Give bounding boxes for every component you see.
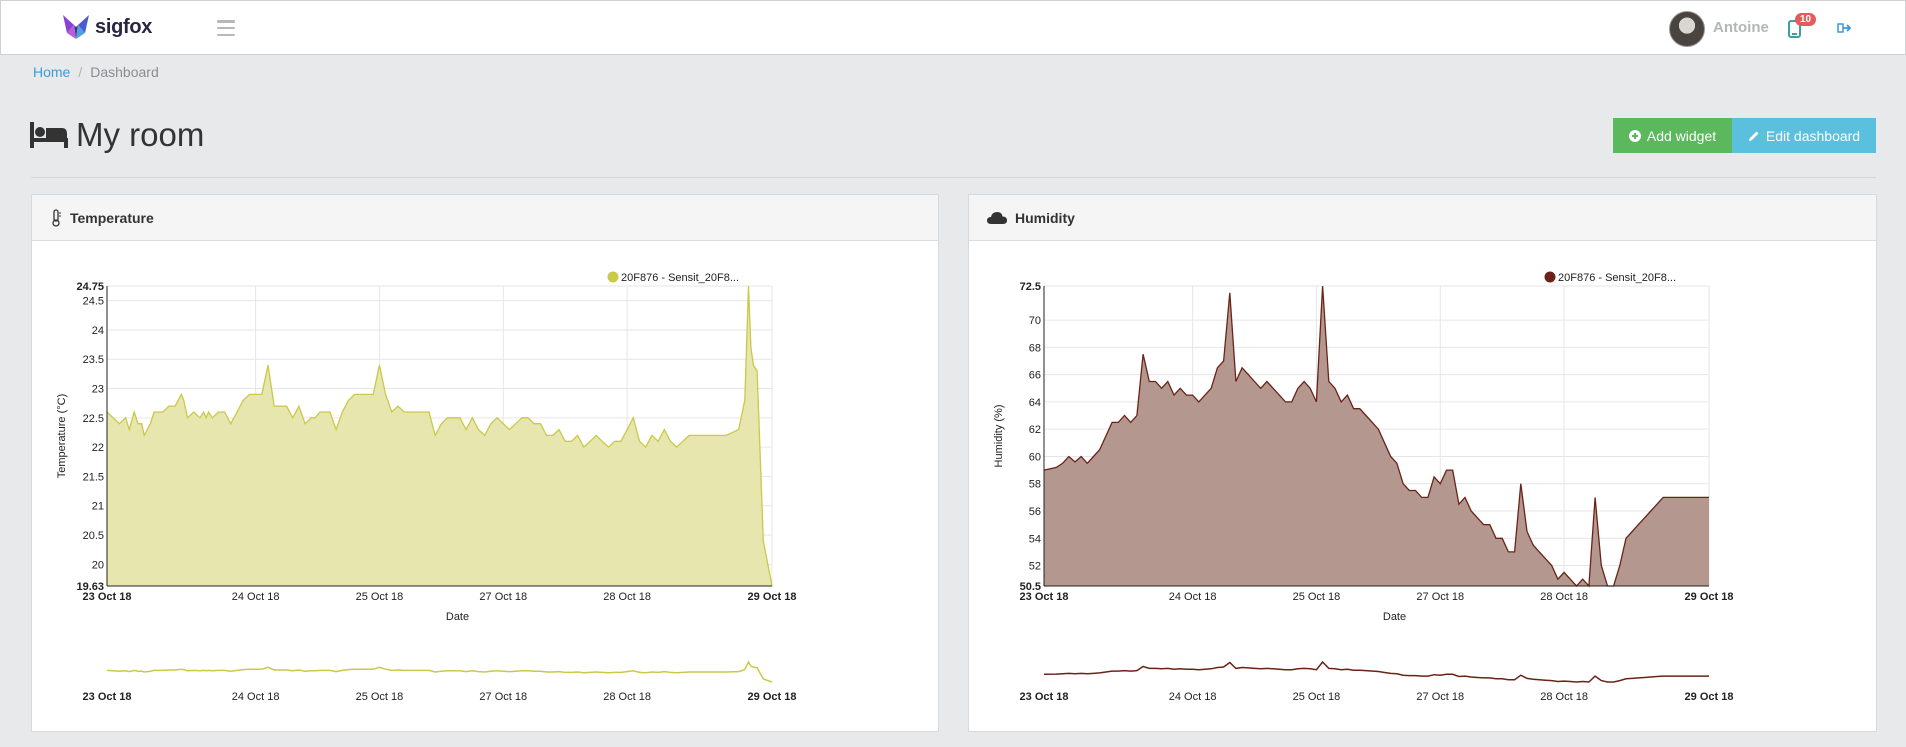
y-tick-label: 24.75 bbox=[76, 281, 104, 293]
series-line bbox=[106, 285, 773, 587]
bed-icon bbox=[30, 122, 68, 148]
x-tick-label: 25 Oct 18 bbox=[1293, 591, 1341, 603]
widget-title: Humidity bbox=[1015, 209, 1075, 226]
y-tick-label: 21 bbox=[92, 501, 104, 513]
sigfox-logo[interactable]: sigfox bbox=[61, 13, 152, 41]
mini-x-tick-label: 23 Oct 18 bbox=[83, 691, 132, 703]
y-tick-label: 23.5 bbox=[83, 354, 104, 366]
y-tick-label: 20.5 bbox=[83, 530, 104, 542]
thermometer-icon bbox=[52, 208, 61, 227]
mini-x-tick-label: 24 Oct 18 bbox=[232, 691, 280, 703]
legend-label: 20F876 - Sensit_20F8... bbox=[621, 272, 739, 284]
y-tick-label: 23 bbox=[92, 384, 104, 396]
humidity-widget: Humidity 50.5 52 54 56 58 60 62 64 66 68 70 72.5 23 … bbox=[968, 194, 1877, 732]
user-name[interactable]: Antoine bbox=[1713, 19, 1769, 36]
y-tick-label: 21.5 bbox=[83, 471, 104, 483]
legend-label: 20F876 - Sensit_20F8... bbox=[1558, 272, 1676, 284]
mini-x-tick-label: 23 Oct 18 bbox=[1020, 691, 1069, 703]
y-tick-label: 64 bbox=[1029, 397, 1041, 409]
x-tick-label: 29 Oct 18 bbox=[1685, 591, 1734, 603]
y-tick-label: 70 bbox=[1029, 315, 1041, 327]
y-tick-label: 22 bbox=[92, 442, 104, 454]
x-tick-label: 28 Oct 18 bbox=[603, 591, 651, 603]
overview-line bbox=[106, 660, 773, 683]
y-tick-label: 20 bbox=[92, 559, 104, 571]
y-tick-label: 58 bbox=[1029, 479, 1041, 491]
x-tick-label: 25 Oct 18 bbox=[356, 591, 404, 603]
brand-name: sigfox bbox=[95, 15, 153, 38]
breadcrumb: Home / Dashboard bbox=[33, 64, 159, 80]
top-bar: sigfox Antoine 10 bbox=[0, 0, 1906, 55]
y-tick-label: 52 bbox=[1029, 561, 1041, 573]
edit-dashboard-label: Edit dashboard bbox=[1765, 127, 1861, 144]
pencil-icon bbox=[1748, 131, 1759, 141]
y-tick-label: 68 bbox=[1029, 342, 1041, 354]
x-tick-label: 29 Oct 18 bbox=[748, 591, 797, 603]
page-title: My room bbox=[76, 116, 205, 153]
breadcrumb-separator: / bbox=[78, 64, 83, 80]
series-line bbox=[1043, 285, 1709, 588]
add-widget-label: Add widget bbox=[1646, 127, 1717, 144]
notification-count-badge: 10 bbox=[1795, 13, 1817, 26]
breadcrumb-home-link[interactable]: Home bbox=[33, 64, 71, 80]
x-axis-label: Date bbox=[1383, 611, 1406, 623]
y-tick-label: 62 bbox=[1029, 424, 1041, 436]
mini-x-tick-label: 29 Oct 18 bbox=[1685, 691, 1734, 703]
mini-x-tick-label: 25 Oct 18 bbox=[1293, 691, 1341, 703]
x-tick-label: 28 Oct 18 bbox=[1540, 591, 1588, 603]
mini-x-tick-label: 28 Oct 18 bbox=[603, 691, 651, 703]
x-tick-label: 27 Oct 18 bbox=[479, 591, 527, 603]
series-area bbox=[1044, 286, 1709, 586]
y-tick-label: 66 bbox=[1029, 370, 1041, 382]
legend-swatch bbox=[607, 271, 619, 283]
temperature-widget: Temperature 19.63 20 20.5 21 21.5 22 22.5 23 23.… bbox=[31, 194, 939, 732]
divider bbox=[31, 177, 1876, 178]
y-tick-label: 24 bbox=[92, 325, 104, 337]
overview-line bbox=[1043, 660, 1709, 683]
widget-header: Temperature bbox=[32, 195, 938, 241]
y-tick-label: 19.63 bbox=[76, 581, 104, 593]
sigfox-logo-icon bbox=[63, 15, 89, 39]
widget-header: Humidity bbox=[969, 195, 1876, 241]
y-tick-label: 22.5 bbox=[83, 413, 104, 425]
y-tick-label: 60 bbox=[1029, 451, 1041, 463]
logout-icon[interactable] bbox=[1837, 21, 1851, 35]
cloud-icon bbox=[987, 211, 1007, 224]
page-header: My room bbox=[30, 116, 204, 154]
plus-circle-icon bbox=[1628, 129, 1641, 142]
y-tick-label: 24.5 bbox=[83, 296, 104, 308]
edit-dashboard-button[interactable]: Edit dashboard bbox=[1732, 118, 1876, 153]
mini-x-tick-label: 27 Oct 18 bbox=[1416, 691, 1464, 703]
x-tick-label: 24 Oct 18 bbox=[1169, 591, 1217, 603]
breadcrumb-current: Dashboard bbox=[90, 64, 159, 80]
y-tick-label: 50.5 bbox=[1020, 581, 1041, 593]
x-tick-label: 24 Oct 18 bbox=[232, 591, 280, 603]
y-axis-label: Temperature (°C) bbox=[56, 394, 68, 478]
y-axis-label: Humidity (%) bbox=[993, 405, 1005, 468]
mini-x-tick-label: 27 Oct 18 bbox=[479, 691, 527, 703]
humidity-chart[interactable]: 50.5 52 54 56 58 60 62 64 66 68 70 72.5 23 Oct 18 23 … bbox=[969, 242, 1877, 732]
legend-swatch bbox=[1544, 271, 1556, 283]
mini-x-tick-label: 25 Oct 18 bbox=[356, 691, 404, 703]
menu-toggle-button[interactable] bbox=[217, 20, 235, 36]
y-tick-label: 56 bbox=[1029, 506, 1041, 518]
temperature-chart[interactable]: 19.63 20 20.5 21 21.5 22 22.5 23 23.5 24 24.5 24.75… bbox=[32, 242, 940, 732]
mini-x-tick-label: 29 Oct 18 bbox=[748, 691, 797, 703]
notifications-icon[interactable] bbox=[1787, 19, 1803, 39]
x-tick-label: 27 Oct 18 bbox=[1416, 591, 1464, 603]
user-avatar[interactable] bbox=[1669, 11, 1705, 47]
x-tick-label: 23 Oct 18 bbox=[83, 591, 132, 603]
add-widget-button[interactable]: Add widget bbox=[1613, 118, 1732, 153]
x-axis-label: Date bbox=[446, 611, 469, 623]
y-tick-label: 54 bbox=[1029, 533, 1041, 545]
x-tick-label: 23 Oct 18 bbox=[1020, 591, 1069, 603]
mini-x-tick-label: 28 Oct 18 bbox=[1540, 691, 1588, 703]
series-area bbox=[107, 286, 772, 586]
mini-x-tick-label: 24 Oct 18 bbox=[1169, 691, 1217, 703]
widget-title: Temperature bbox=[70, 209, 154, 226]
y-tick-label: 72.5 bbox=[1020, 281, 1041, 293]
